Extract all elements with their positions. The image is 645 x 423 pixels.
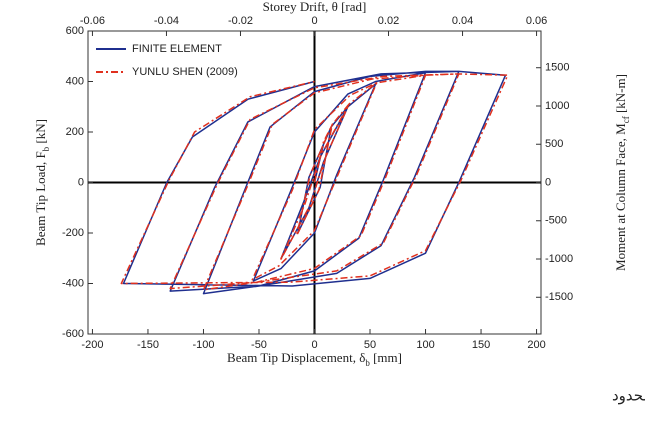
x-tick-label: 0 (311, 339, 317, 351)
y-tick-label: -600 (62, 328, 84, 340)
y-tick-label: -400 (62, 277, 84, 289)
x2-axis-label: Storey Drift, θ [rad] (263, 0, 367, 14)
y2-tick-label: -1000 (545, 253, 573, 265)
y-tick-label: 400 (66, 75, 84, 87)
x-tick-label: -150 (137, 339, 159, 351)
y-axis-label-sub: b (41, 146, 51, 151)
x-tick-label: -100 (192, 339, 214, 351)
x-tick-label: 150 (472, 339, 490, 351)
y-axis-label-part: [kN] (33, 119, 48, 147)
x-tick-label: 100 (416, 339, 434, 351)
x2-tick-label: 0.06 (526, 15, 547, 27)
y2-tick-label: 500 (545, 138, 563, 150)
legend-label: FINITE ELEMENT (132, 43, 222, 55)
y2-axis-label: Moment at Column Face, Mcf [kN-m] (613, 74, 631, 271)
y-tick-label: 200 (66, 126, 84, 138)
y-tick-label: -200 (62, 227, 84, 239)
y2-tick-label: 1500 (545, 62, 569, 74)
x-axis-label: Beam Tip Displacement, δb [mm] (227, 350, 402, 368)
x-tick-label: -200 (81, 339, 103, 351)
x2-axis-label-part: Storey Drift, θ [rad] (263, 0, 367, 14)
legend-label: YUNLU SHEN (2009) (132, 66, 238, 78)
y2-axis-label-part: Moment at Column Face, M (613, 123, 628, 271)
x2-tick-label: 0 (311, 15, 317, 27)
x-axis-label-part: [mm] (370, 350, 402, 365)
x2-tick-label: -0.06 (80, 15, 105, 27)
y2-tick-label: 0 (545, 176, 551, 188)
x-tick-label: -50 (251, 339, 267, 351)
y-axis-label-part: Beam Tip Load, F (33, 151, 48, 246)
y2-axis-label-part: [kN-m] (613, 74, 628, 116)
x2-tick-label: 0.04 (452, 15, 473, 27)
y2-axis-label-sub: cf (621, 116, 631, 123)
y-tick-label: 0 (78, 176, 84, 188)
y2-tick-label: -500 (545, 215, 567, 227)
x2-tick-label: -0.02 (228, 15, 253, 27)
x2-tick-label: 0.02 (378, 15, 399, 27)
x-tick-label: 50 (364, 339, 376, 351)
x2-tick-label: -0.04 (154, 15, 179, 27)
y2-tick-label: -1500 (545, 291, 573, 303)
y-axis-label: Beam Tip Load, Fb [kN] (33, 119, 51, 246)
x-axis-label-part: Beam Tip Displacement, δ (227, 350, 365, 365)
y2-tick-label: 1000 (545, 100, 569, 112)
series-line (120, 73, 509, 291)
x-tick-label: 200 (527, 339, 545, 351)
x-axis-label-sub: b (365, 358, 370, 368)
caption: شکل۴: مقایسه منحنی بار- جابجایی مربوط به… (612, 387, 645, 405)
y-tick-label: 600 (66, 25, 84, 37)
